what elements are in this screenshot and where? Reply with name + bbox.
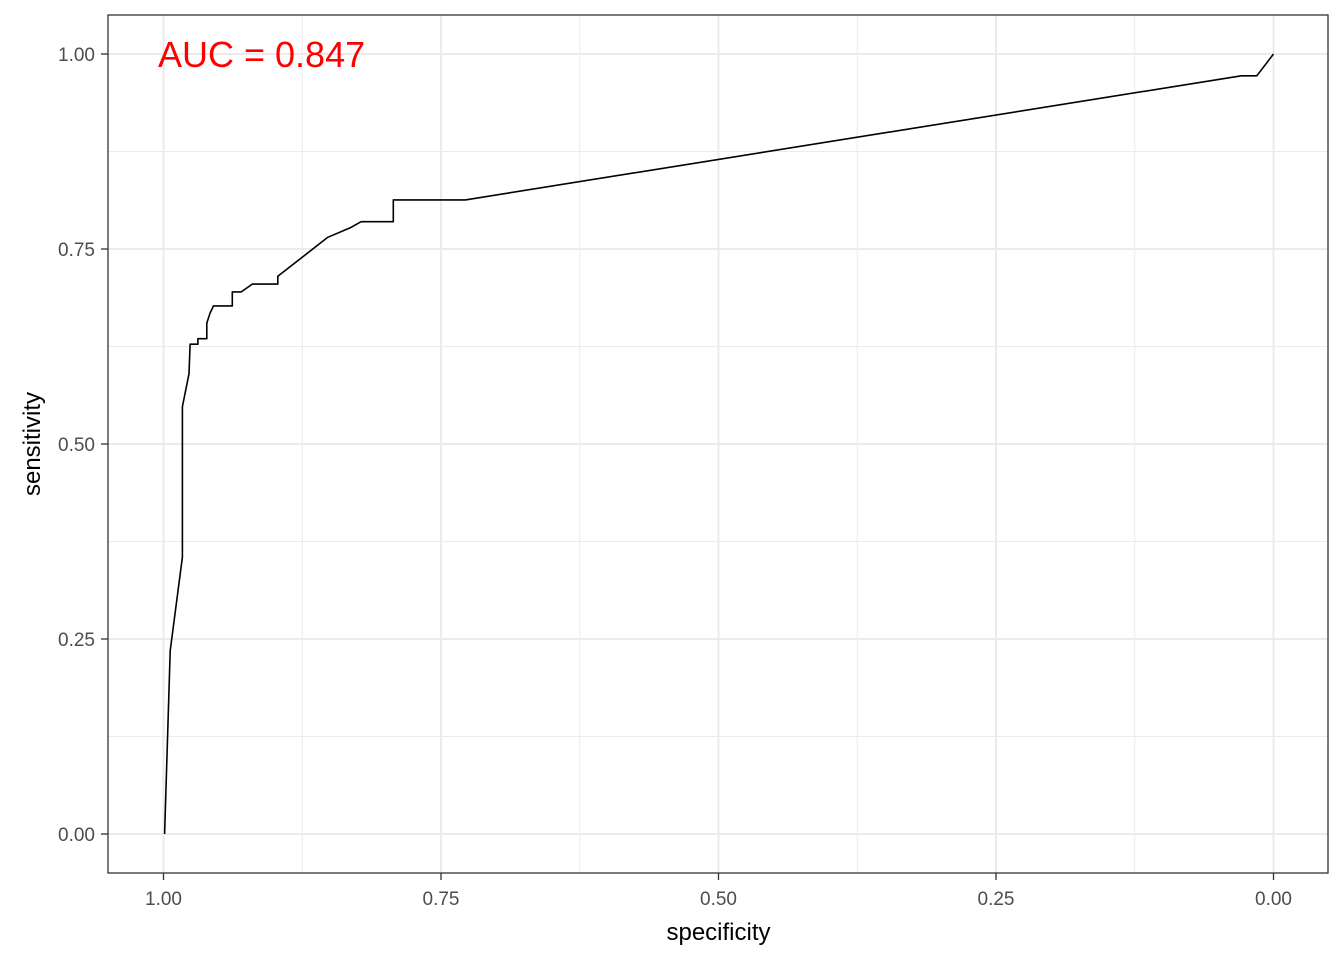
x-tick-label: 0.25: [978, 889, 1015, 910]
y-axis-title: sensitivity: [19, 392, 46, 496]
y-axis: 0.00 0.25 0.50 0.75 1.00: [58, 45, 108, 846]
x-tick-label: 0.50: [700, 889, 737, 910]
x-axis: 1.00 0.75 0.50 0.25 0.00: [145, 873, 1292, 910]
x-tick-label: 0.75: [423, 889, 460, 910]
roc-curve-line: [163, 53, 1275, 835]
y-tick-label: 1.00: [58, 45, 95, 66]
y-tick-label: 0.50: [58, 435, 95, 456]
x-tick-label: 0.00: [1255, 889, 1292, 910]
auc-annotation: AUC = 0.847: [158, 34, 365, 75]
y-tick-label: 0.25: [58, 630, 95, 651]
x-tick-label: 1.00: [145, 889, 182, 910]
grid-major: [108, 15, 1328, 873]
y-tick-label: 0.00: [58, 825, 95, 846]
roc-series: [163, 53, 1275, 835]
y-tick-label: 0.75: [58, 240, 95, 261]
x-axis-title: specificity: [666, 919, 770, 946]
